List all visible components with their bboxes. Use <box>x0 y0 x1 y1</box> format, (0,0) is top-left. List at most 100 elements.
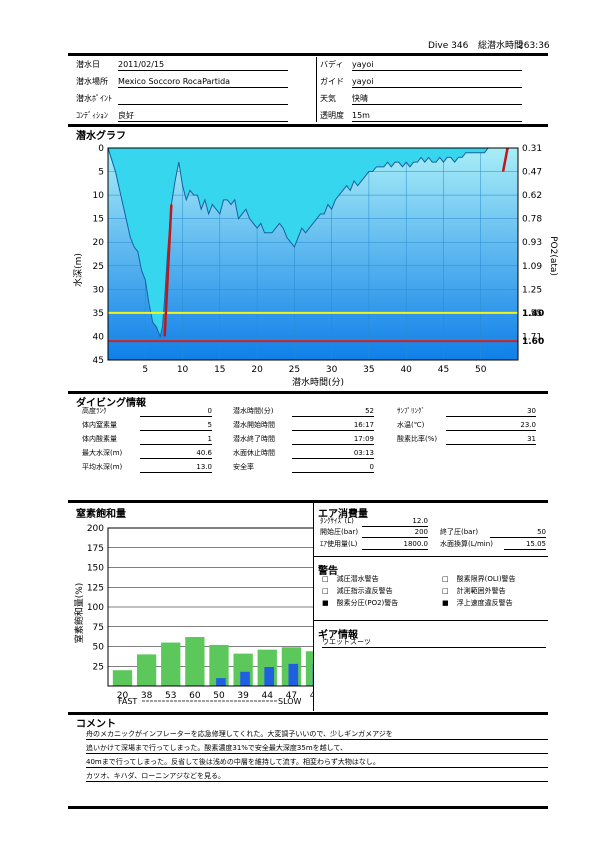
surface-interval-value: 03:13 <box>292 449 374 459</box>
start-time-label: 潜水開始時間 <box>233 421 275 429</box>
empty-box-icon: □ <box>442 587 449 595</box>
n2-bar <box>305 651 313 686</box>
depth-profile-area <box>108 148 511 337</box>
n2-bar <box>209 644 229 686</box>
buddy-label: バディ <box>320 60 344 69</box>
n2-plot-frame <box>107 527 313 687</box>
comment-line-3: 40mまで行ってしまった。反省して後は浅めの中層を維持して流す。相変わらず大物は… <box>86 758 548 768</box>
air-used-label: ｴｱ使用量(L) <box>320 540 358 548</box>
warning-item: ■ 酸素分圧(PO2)警告 <box>322 599 398 608</box>
po2-tick: 1.40 <box>522 309 544 319</box>
tank-size-label: ﾀﾝｸｻｲｽﾞ(L) <box>320 517 354 525</box>
condition-label: ｺﾝﾃﾞｨｼｮﾝ <box>76 111 108 120</box>
altitude-value: 0 <box>140 407 212 417</box>
n2-x-tick: 39 <box>237 691 249 701</box>
warning-label: 減圧指示違反警告 <box>336 587 393 595</box>
water-temp-label: 水温(℃) <box>397 421 425 429</box>
depth-tick: 20 <box>93 238 105 248</box>
n2-y-tick: 150 <box>87 564 104 574</box>
n2-bar-inner <box>264 667 275 686</box>
po2-tick: 1.09 <box>522 262 542 272</box>
header-rule <box>68 53 548 56</box>
n2-y-tick: 100 <box>87 603 104 613</box>
warning-label: 酸素分圧(PO2)警告 <box>336 599 399 607</box>
warning-label: 減圧潜水警告 <box>336 575 379 583</box>
n2-bar <box>112 670 133 686</box>
n2-bar <box>185 637 205 686</box>
surface-rate-value: 15.05 <box>504 540 546 550</box>
ascent-warning-segment <box>501 147 509 172</box>
n2-in-label: 体内窒素量 <box>82 421 117 429</box>
n2-y-tick: 125 <box>87 583 104 593</box>
time-tick: 45 <box>438 365 449 375</box>
air-used-value: 1800.0 <box>362 540 428 550</box>
depth-tick: 5 <box>98 168 104 178</box>
depth-tick: 25 <box>93 262 104 272</box>
max-depth-label: 最大水深(m) <box>82 449 123 457</box>
comment-top-rule <box>68 712 548 715</box>
time-tick-labels: 5 10 15 20 25 30 35 40 45 50 <box>142 365 486 375</box>
po2-axis-label: PO2(ata) <box>548 236 558 276</box>
avg-depth-value: 13.0 <box>140 463 212 473</box>
warning-item: ■ 浮上速度違反警告 <box>442 599 513 608</box>
end-pressure-label: 終了圧(bar) <box>440 528 479 536</box>
depth-axis-label: 水深(m) <box>72 253 84 287</box>
n2-bar <box>161 642 181 686</box>
po2-tick: 1.25 <box>522 285 542 295</box>
time-tick: 20 <box>251 365 263 375</box>
warning-label: 計測範囲外警告 <box>456 587 506 595</box>
n2-y-tick: 200 <box>87 524 104 534</box>
depth-tick: 45 <box>93 356 104 366</box>
n2-y-tick: 25 <box>93 662 104 672</box>
time-tick: 10 <box>177 365 189 375</box>
n2-bar-inner <box>216 678 226 686</box>
guide-label: ガイド <box>320 77 344 86</box>
start-pressure-value: 200 <box>362 528 428 538</box>
o2-ratio-label: 酸素比率(%) <box>397 435 438 443</box>
time-tick: 50 <box>475 365 487 375</box>
warning-item: □ 減圧指示違反警告 <box>322 587 393 596</box>
n2-axis-label: 窒素飽和量(%) <box>73 583 85 644</box>
time-tick: 25 <box>289 365 300 375</box>
condition-value: 良好 <box>118 111 288 122</box>
footer-rule <box>68 806 548 809</box>
visibility-value: 15m <box>352 111 522 122</box>
comment-title: コメント <box>76 719 116 730</box>
sampling-value: 30 <box>446 407 536 417</box>
place-value: Mexico Soccoro RocaPartida <box>118 77 288 88</box>
n2-y-tick: 75 <box>93 623 104 633</box>
n2-bars-series-1 <box>112 637 313 686</box>
empty-box-icon: □ <box>322 587 329 595</box>
max-depth-value: 40.6 <box>140 449 212 459</box>
checked-box-icon: ■ <box>322 599 329 607</box>
o2-in-value: 1 <box>140 435 212 445</box>
po2-tick: 1.55 <box>522 309 542 319</box>
gear-value: ウエットスーツ <box>322 638 546 648</box>
n2-x-tick: 20 <box>117 691 129 701</box>
warnings-bottom-rule <box>314 620 548 621</box>
gear-title: ギア情報 <box>318 630 358 641</box>
comment-line-4: カツオ、キハダ、ローニンアジなどを見る。 <box>86 772 548 782</box>
comment-line-1: 舟のメカニックがインフレーターを応急修理してくれた。大変調子いいので、少しギンガ… <box>86 730 548 740</box>
n2-x-tick-labels: 20 38 53 60 50 39 44 47 42 <box>117 691 313 701</box>
dive-number: Dive 346 <box>428 41 469 51</box>
po2-tick: 1.60 <box>522 337 544 347</box>
depth-tick: 30 <box>93 285 105 295</box>
o2-ratio-value: 31 <box>446 435 536 445</box>
end-time-value: 17:09 <box>292 435 374 445</box>
info-divider <box>316 57 317 122</box>
buddy-value: yayoi <box>352 60 522 71</box>
depth-tick: 10 <box>93 191 105 201</box>
n2-bar <box>136 654 157 686</box>
comment-line-2: 追いかけて深場まで行ってしまった。酸素濃度31%で安全最大深度35mを越して、 <box>86 744 548 754</box>
checked-box-icon: ■ <box>442 599 449 607</box>
po2-tick: 0.62 <box>522 191 542 201</box>
start-time-value: 16:17 <box>292 421 374 431</box>
o2-in-label: 体内酸素量 <box>82 435 117 443</box>
tank-size-value: 12.0 <box>362 517 428 527</box>
po2-tick: 0.78 <box>522 215 542 225</box>
end-pressure-value: 50 <box>490 528 546 538</box>
end-time-label: 潜水終了時間 <box>233 435 275 443</box>
graph-top-rule <box>68 124 548 127</box>
time-tick: 15 <box>214 365 225 375</box>
